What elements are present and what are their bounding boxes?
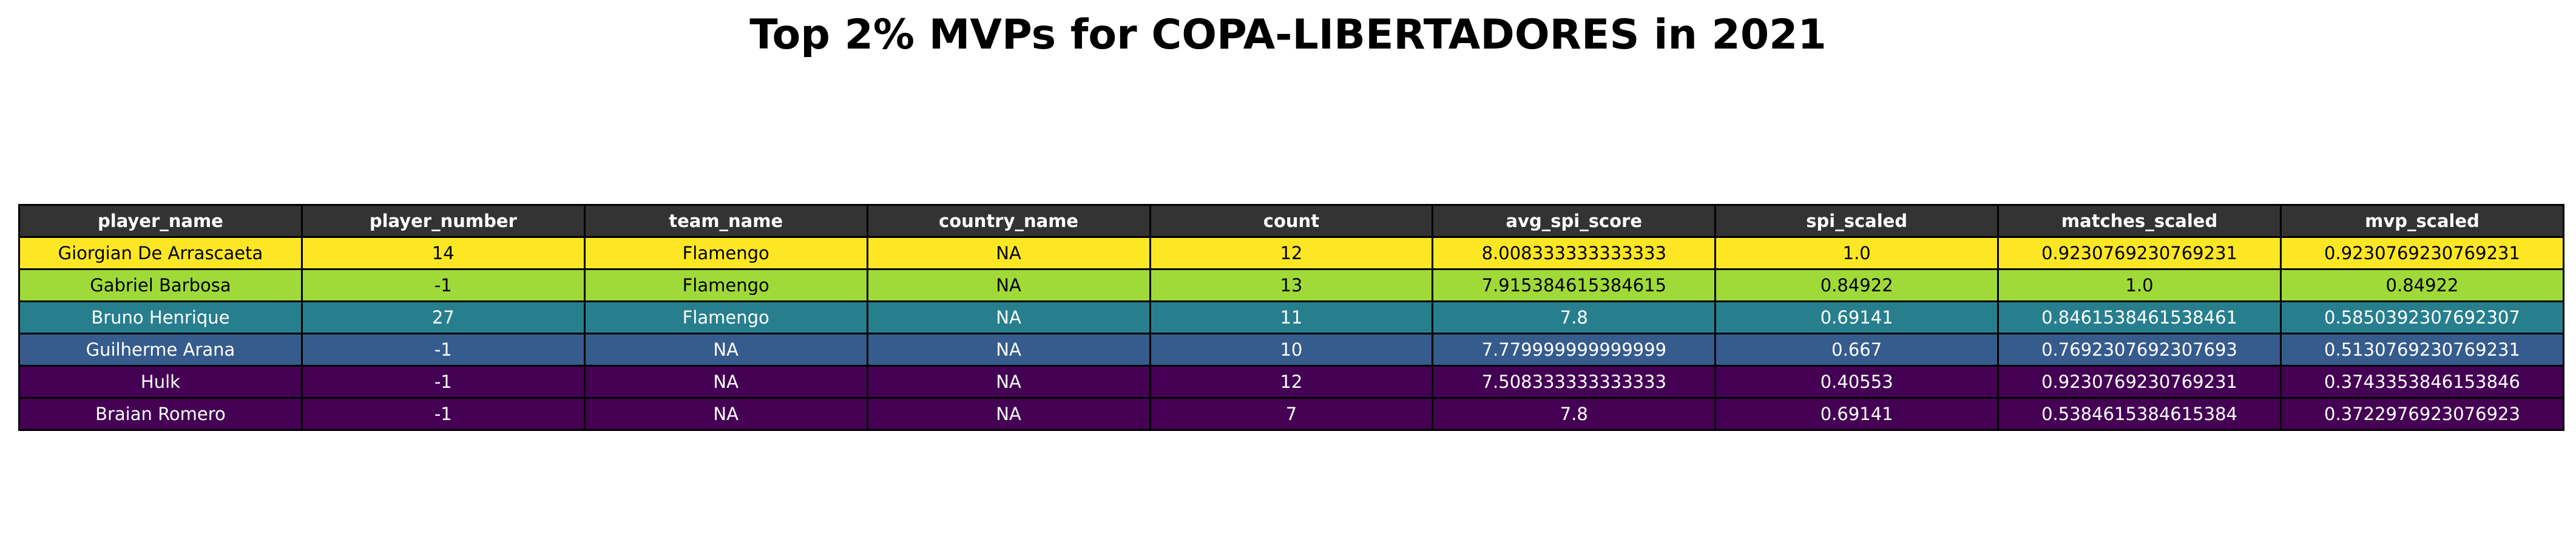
table-cell-mvp-scaled: 0.84922: [2280, 268, 2564, 302]
table-cell-team-name: NA: [583, 397, 868, 431]
table-cell-count: 12: [1149, 365, 1434, 399]
table-cell-avg-spi-score: 8.008333333333333: [1432, 236, 1717, 270]
table-row: Hulk -1 NA NA 12 7.508333333333333 0.40553 0.92…: [18, 365, 2564, 399]
table-cell-avg-spi-score: 7.8: [1432, 397, 1717, 431]
column-header-player-name: player_name: [18, 204, 303, 238]
table-cell-player-number: 14: [300, 236, 586, 270]
table-cell-country-name: NA: [866, 397, 1151, 431]
table-cell-matches-scaled: 1.0: [1997, 268, 2282, 302]
table-cell-count: 10: [1149, 333, 1434, 367]
table-cell-player-number: -1: [300, 365, 586, 399]
header-row: player_name player_number team_name country…: [18, 204, 2564, 238]
table-cell-spi-scaled: 0.69141: [1714, 300, 2000, 334]
table-row: Bruno Henrique 27 Flamengo NA 11 7.8 0.69141 0.…: [18, 300, 2564, 334]
table-cell-team-name: NA: [583, 333, 868, 367]
table-cell-country-name: NA: [866, 333, 1151, 367]
table-cell-count: 12: [1149, 236, 1434, 270]
column-header-spi-scaled: spi_scaled: [1714, 204, 2000, 238]
table-cell-matches-scaled: 0.7692307692307693: [1997, 333, 2282, 367]
mvp-table: player_name player_number team_name country…: [18, 204, 2564, 431]
table-cell-player-number: -1: [300, 268, 586, 302]
table-cell-avg-spi-score: 7.915384615384615: [1432, 268, 1717, 302]
table-cell-spi-scaled: 0.69141: [1714, 397, 2000, 431]
table-cell-matches-scaled: 0.8461538461538461: [1997, 300, 2282, 334]
table-cell-mvp-scaled: 0.3722976923076923: [2280, 397, 2564, 431]
table-body: Giorgian De Arrascaeta 14 Flamengo NA 12 8.00…: [18, 236, 2564, 431]
table-cell-country-name: NA: [866, 300, 1151, 334]
table-cell-count: 11: [1149, 300, 1434, 334]
table-cell-mvp-scaled: 0.5850392307692307: [2280, 300, 2564, 334]
table-cell-player-number: -1: [300, 333, 586, 367]
table-cell-avg-spi-score: 7.779999999999999: [1432, 333, 1717, 367]
table-cell-avg-spi-score: 7.8: [1432, 300, 1717, 334]
table-cell-mvp-scaled: 0.9230769230769231: [2280, 236, 2564, 270]
table-row: Guilherme Arana -1 NA NA 10 7.779999999999999…: [18, 333, 2564, 367]
column-header-country-name: country_name: [866, 204, 1151, 238]
table-cell-team-name: Flamengo: [583, 300, 868, 334]
table-row: Giorgian De Arrascaeta 14 Flamengo NA 12 8.00…: [18, 236, 2564, 270]
table-cell-spi-scaled: 0.40553: [1714, 365, 2000, 399]
table-cell-country-name: NA: [866, 236, 1151, 270]
table-cell-matches-scaled: 0.9230769230769231: [1997, 365, 2282, 399]
table-cell-count: 13: [1149, 268, 1434, 302]
table-cell-count: 7: [1149, 397, 1434, 431]
table-cell-matches-scaled: 0.5384615384615384: [1997, 397, 2282, 431]
column-header-team-name: team_name: [583, 204, 868, 238]
table-cell-player-name: Giorgian De Arrascaeta: [18, 236, 303, 270]
table-cell-player-name: Hulk: [18, 365, 303, 399]
column-header-avg-spi-score: avg_spi_score: [1432, 204, 1717, 238]
table-cell-player-name: Gabriel Barbosa: [18, 268, 303, 302]
table-row: Gabriel Barbosa -1 Flamengo NA 13 7.915384615…: [18, 268, 2564, 302]
chart-title: Top 2% MVPs for COPA-LIBERTADORES in 202…: [749, 11, 1827, 59]
table-cell-spi-scaled: 1.0: [1714, 236, 2000, 270]
table-cell-country-name: NA: [866, 365, 1151, 399]
table-cell-avg-spi-score: 7.508333333333333: [1432, 365, 1717, 399]
column-header-player-number: player_number: [300, 204, 586, 238]
table-cell-player-number: 27: [300, 300, 586, 334]
table-cell-player-name: Bruno Henrique: [18, 300, 303, 334]
table-cell-mvp-scaled: 0.5130769230769231: [2280, 333, 2564, 367]
table-cell-team-name: Flamengo: [583, 268, 868, 302]
table-cell-spi-scaled: 0.84922: [1714, 268, 2000, 302]
column-header-mvp-scaled: mvp_scaled: [2280, 204, 2564, 238]
table-cell-player-number: -1: [300, 397, 586, 431]
table-cell-mvp-scaled: 0.3743353846153846: [2280, 365, 2564, 399]
table-cell-team-name: Flamengo: [583, 236, 868, 270]
table-row: Braian Romero -1 NA NA 7 7.8 0.69141 0.53846153…: [18, 397, 2564, 431]
table-cell-country-name: NA: [866, 268, 1151, 302]
column-header-count: count: [1149, 204, 1434, 238]
table-cell-spi-scaled: 0.667: [1714, 333, 2000, 367]
table-cell-team-name: NA: [583, 365, 868, 399]
table-cell-matches-scaled: 0.9230769230769231: [1997, 236, 2282, 270]
table-cell-player-name: Guilherme Arana: [18, 333, 303, 367]
table-cell-player-name: Braian Romero: [18, 397, 303, 431]
column-header-matches-scaled: matches_scaled: [1997, 204, 2282, 238]
